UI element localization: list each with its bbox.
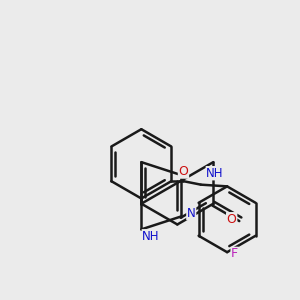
Text: F: F — [231, 248, 238, 260]
Text: NH: NH — [206, 167, 224, 180]
Text: NH: NH — [142, 230, 160, 243]
Text: O: O — [178, 165, 188, 178]
Text: O: O — [227, 213, 237, 226]
Text: N: N — [187, 207, 196, 220]
